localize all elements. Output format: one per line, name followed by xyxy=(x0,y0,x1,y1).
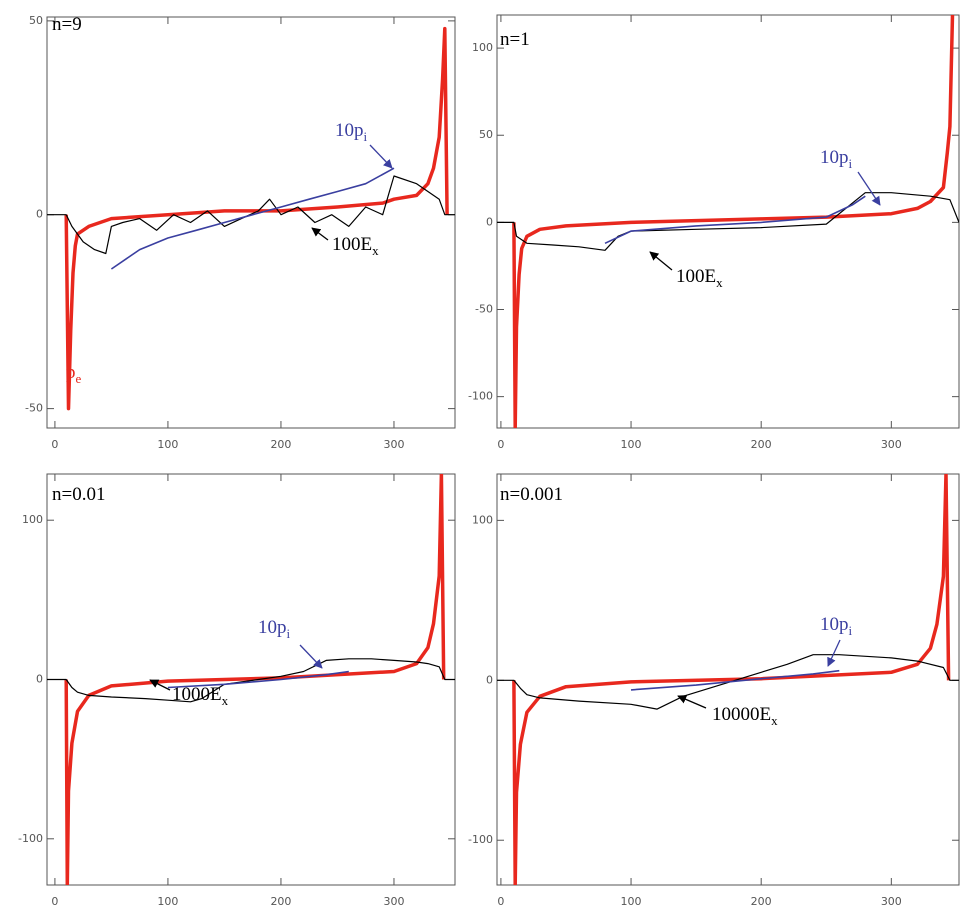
annotation-text: 10p xyxy=(258,617,287,638)
y-tick-label: 0 xyxy=(486,673,493,686)
series-line xyxy=(64,474,446,885)
series-line xyxy=(512,474,951,885)
y-tick-label: -100 xyxy=(468,833,493,846)
x-tick-label: 200 xyxy=(270,438,291,451)
series-line xyxy=(497,654,959,710)
annotation-arrow xyxy=(857,171,881,206)
annotation-sub: x xyxy=(372,243,379,258)
annotation-text: 100E xyxy=(332,234,372,255)
annotation-arrow xyxy=(649,251,673,271)
annotation: 10pi xyxy=(820,614,853,638)
x-tick-label: 100 xyxy=(157,438,178,451)
annotation-arrow xyxy=(311,227,329,241)
y-tick-label: -50 xyxy=(25,402,43,415)
y-tick-label: 0 xyxy=(36,673,43,686)
annotation-text: 10p xyxy=(820,614,849,635)
panel-label: n=1 xyxy=(500,29,530,50)
x-tick-label: 100 xyxy=(621,895,642,908)
panel-label: n=0.001 xyxy=(500,484,563,505)
series-line xyxy=(64,26,449,411)
series-line xyxy=(630,669,840,691)
annotation: 10pi xyxy=(335,120,368,144)
x-tick-label: 300 xyxy=(383,895,404,908)
x-tick-label: 100 xyxy=(621,438,642,451)
y-tick-label: 0 xyxy=(36,208,43,221)
y-tick-label: 50 xyxy=(479,128,493,141)
plot-frame xyxy=(46,16,456,429)
y-tick-label: -50 xyxy=(475,303,493,316)
x-tick-label: 300 xyxy=(881,895,902,908)
series-line xyxy=(604,195,866,245)
y-tick-label: -100 xyxy=(468,390,493,403)
annotation-text: p xyxy=(66,362,76,383)
series-line xyxy=(512,15,955,428)
y-tick-label: 100 xyxy=(22,513,43,526)
panel: 0 100 200 300 -100 0 100 n=0.01 10pi 1000Ex xyxy=(18,473,456,908)
series-line xyxy=(47,658,455,703)
x-tick-label: 0 xyxy=(497,438,504,451)
annotation-sub: i xyxy=(287,626,291,641)
y-tick-label: 0 xyxy=(486,215,493,228)
panel-label: n=9 xyxy=(52,14,82,35)
annotation-text: 1000E xyxy=(172,684,222,705)
annotation-text: 100E xyxy=(676,266,716,287)
plot-frame xyxy=(496,473,960,886)
annotation: 100Ex xyxy=(676,266,723,290)
annotation-text: 10p xyxy=(820,147,849,168)
annotation-arrow xyxy=(299,644,323,669)
annotation: 10pi xyxy=(258,617,291,641)
panel: 0 100 200 300 -100 -50 0 50 100 n=1 10pi 100Ex xyxy=(468,14,960,451)
annotation-text: 10p xyxy=(335,120,364,141)
x-tick-label: 0 xyxy=(497,895,504,908)
x-tick-label: 200 xyxy=(270,895,291,908)
y-tick-label: 100 xyxy=(472,513,493,526)
annotation: pe xyxy=(66,362,82,386)
y-tick-label: -100 xyxy=(18,832,43,845)
annotation: 1000Ex xyxy=(172,684,229,708)
annotation-arrow xyxy=(677,695,707,709)
x-tick-label: 300 xyxy=(383,438,404,451)
x-tick-label: 300 xyxy=(881,438,902,451)
annotation-arrow xyxy=(149,679,171,691)
series-line xyxy=(167,670,349,689)
panel: 0 100 200 300 -100 0 100 n=0.001 10pi 10000Ex xyxy=(468,473,960,908)
annotation-text: 10000E xyxy=(712,704,771,725)
y-tick-label: 100 xyxy=(472,41,493,54)
annotation-sub: e xyxy=(76,371,82,386)
annotation-sub: i xyxy=(849,623,853,638)
annotation-sub: x xyxy=(771,713,778,728)
x-tick-label: 200 xyxy=(751,438,772,451)
annotation-arrow xyxy=(369,144,393,169)
x-tick-label: 200 xyxy=(751,895,772,908)
panel: 0 100 200 300 -50 0 50 n=9 10pi 100Ex pe xyxy=(25,14,456,451)
x-tick-label: 0 xyxy=(51,895,58,908)
y-tick-label: 50 xyxy=(29,14,43,27)
series-line xyxy=(110,167,395,270)
x-tick-label: 100 xyxy=(157,895,178,908)
annotation: 10pi xyxy=(820,147,853,171)
annotation-sub: x xyxy=(716,275,723,290)
x-tick-label: 0 xyxy=(51,438,58,451)
annotation-sub: x xyxy=(222,693,229,708)
annotation-sub: i xyxy=(849,156,853,171)
annotation: 10000Ex xyxy=(712,704,778,728)
annotation: 100Ex xyxy=(332,234,379,258)
annotation-sub: i xyxy=(364,129,368,144)
panel-label: n=0.01 xyxy=(52,484,105,505)
annotation-arrow xyxy=(827,639,841,667)
